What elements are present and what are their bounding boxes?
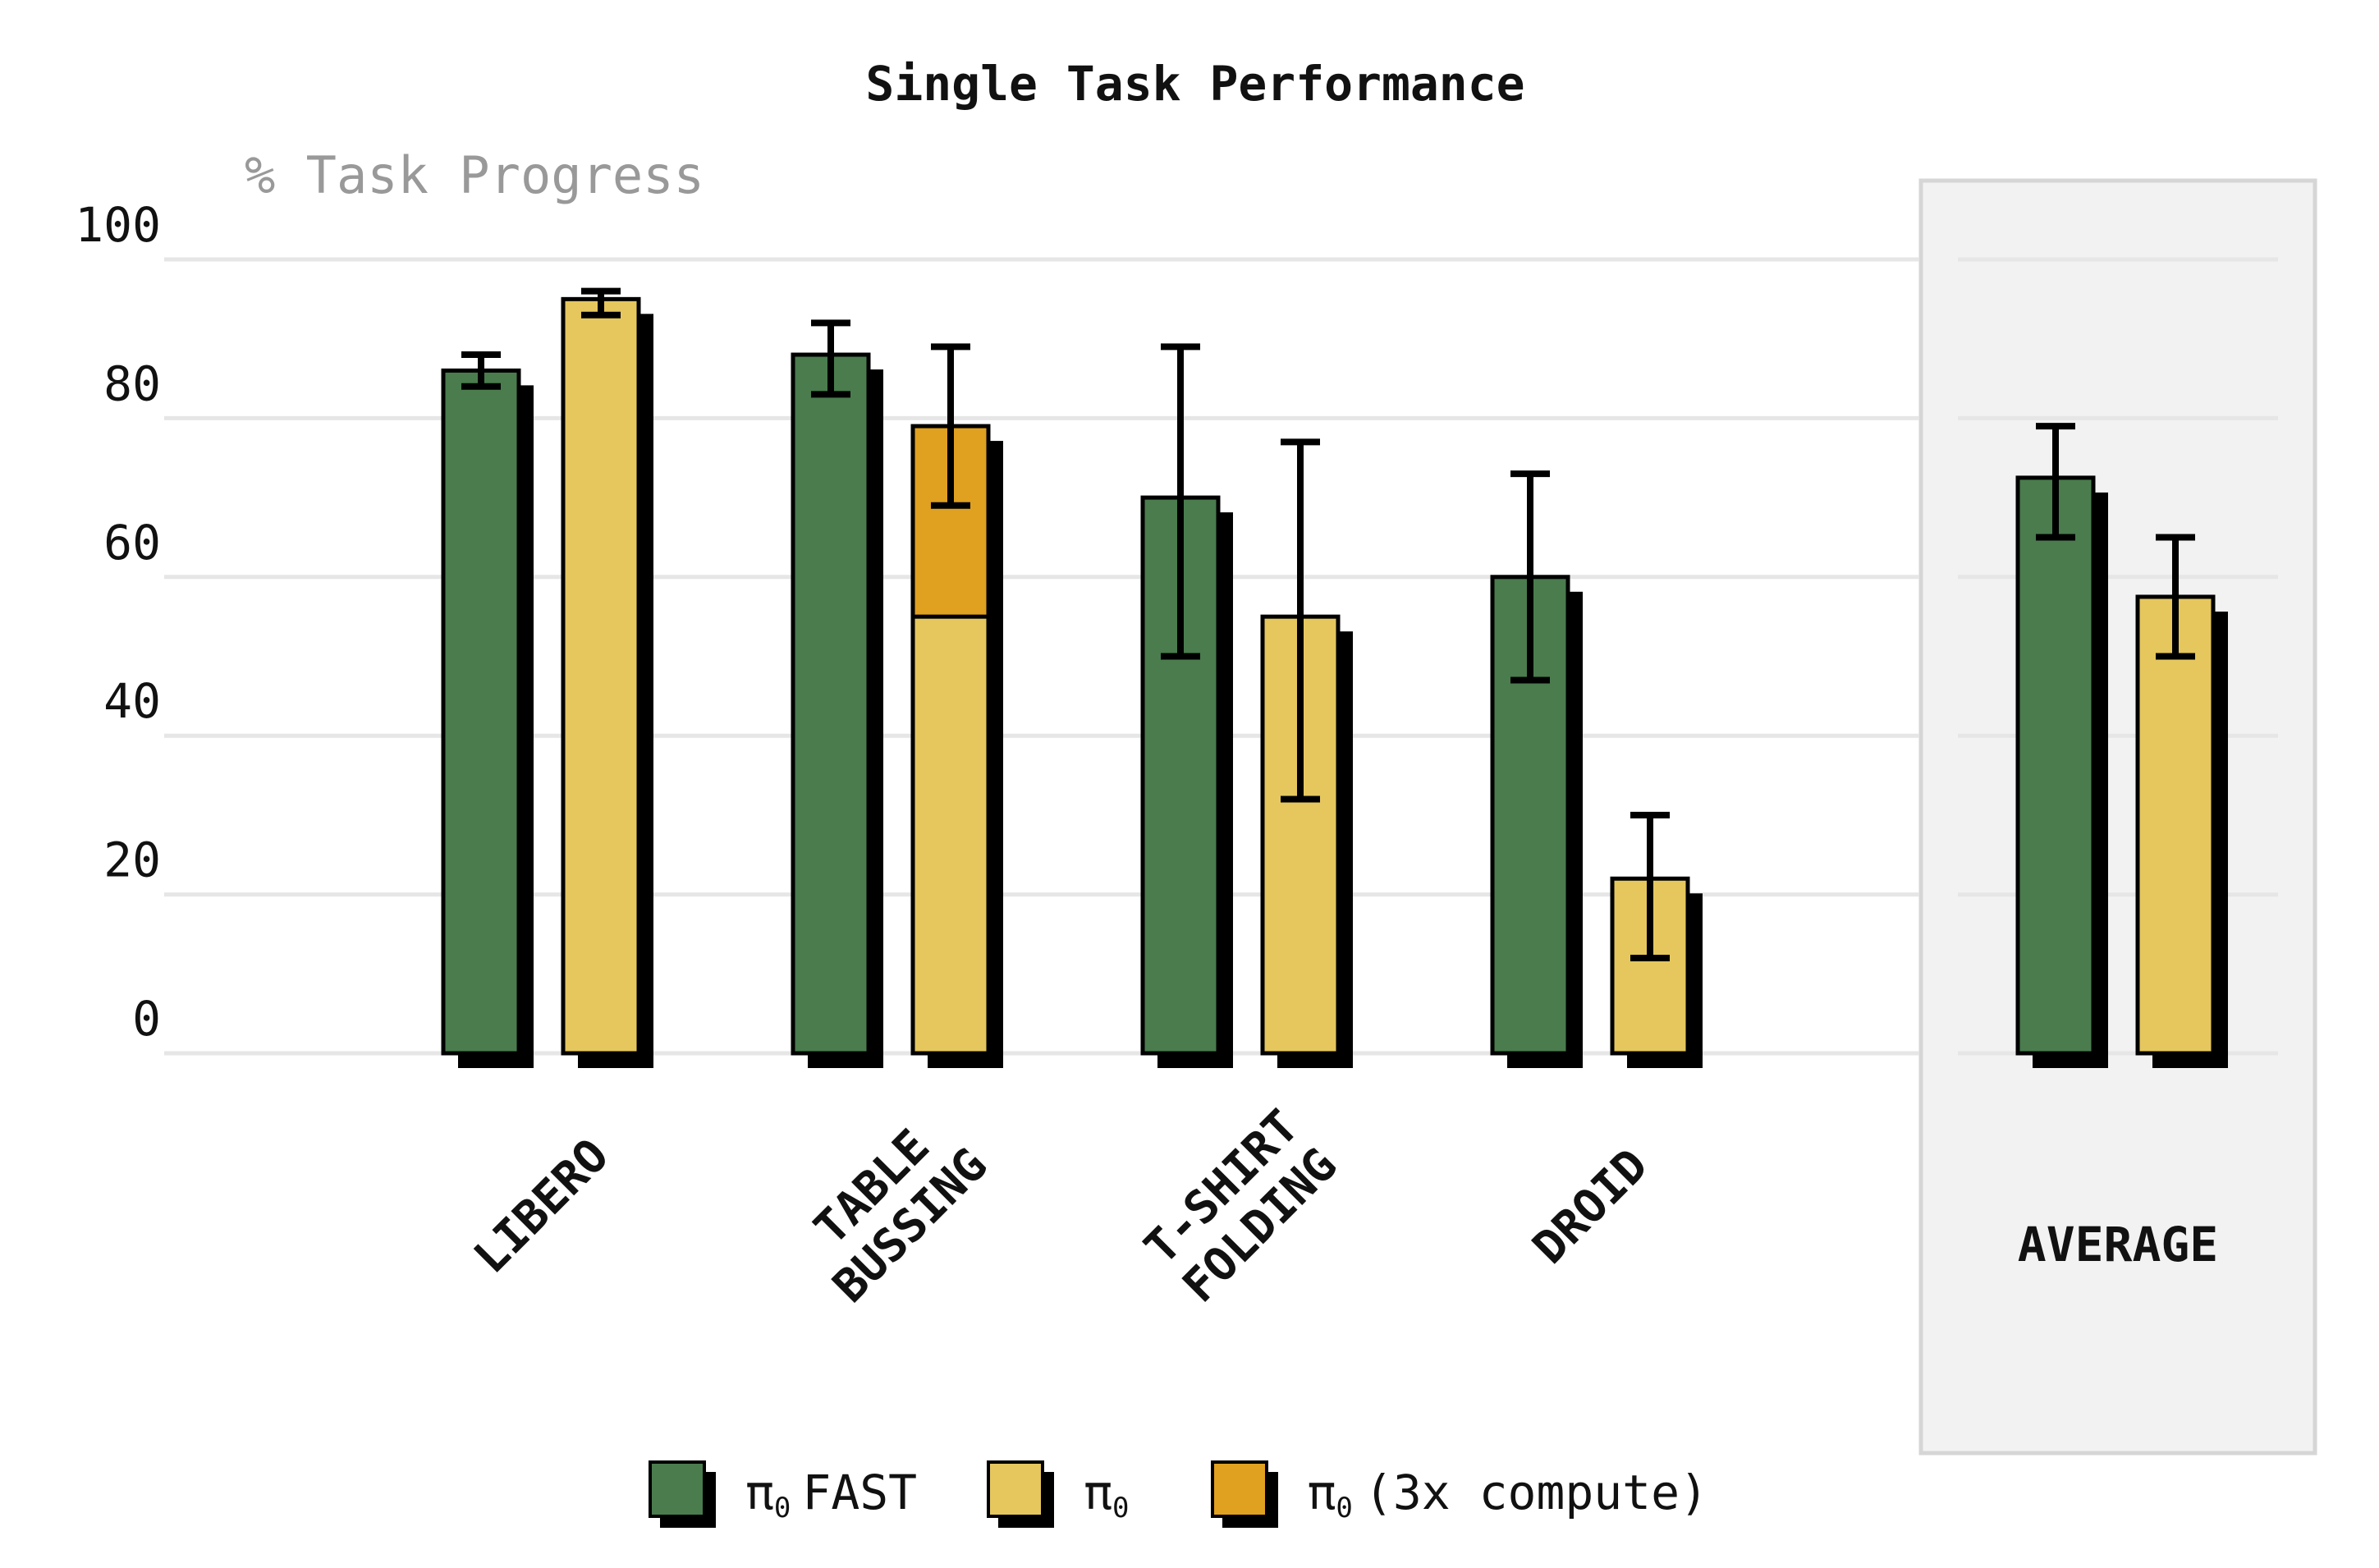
bar-average-pi0 [2135, 594, 2216, 1056]
x-category-label: LIBERO [464, 1129, 619, 1284]
error-bar-pi0-fast [461, 351, 501, 390]
y-tick-label: 40 [103, 673, 161, 729]
legend-item: π0 [987, 1460, 1140, 1528]
y-axis-label: % Task Progress [245, 145, 704, 205]
x-category-label: DROID [1523, 1139, 1658, 1274]
legend-swatch [649, 1460, 716, 1528]
error-bar-average-pi0 [2156, 534, 2195, 660]
error-bar-pi0 [1630, 811, 1670, 961]
x-category-label: TABLEBUSSING [785, 1100, 998, 1314]
error-bar-pi0-3x-compute [931, 343, 970, 509]
chart-title: Single Task Performance [865, 56, 1524, 112]
legend-item: π0 (3x compute) [1210, 1460, 1708, 1528]
bar-pi0-fast [441, 368, 521, 1056]
x-category-label-average: AVERAGE [2018, 1217, 2218, 1272]
legend: π0 FAST π0 π0 (3x compute) [649, 1460, 1778, 1528]
error-bar-pi0 [1281, 438, 1320, 803]
error-bar-pi0-fast [1510, 470, 1550, 684]
x-category-label: T-SHIRTFOLDING [1134, 1100, 1348, 1314]
single-task-performance-chart: Single Task Performance % Task Progress … [75, 56, 2317, 1456]
error-bar-pi0-fast [811, 319, 850, 398]
average-panel [1918, 178, 2317, 1456]
bar-pi0 [910, 614, 991, 1056]
error-bar-pi0 [581, 287, 621, 319]
legend-swatch [987, 1460, 1055, 1528]
legend-label: π0 [1084, 1464, 1130, 1524]
y-tick-label: 80 [103, 355, 161, 411]
bar-pi0-fast [791, 352, 871, 1056]
error-bar-pi0-fast [1161, 343, 1200, 660]
y-tick-label: 20 [103, 832, 161, 888]
error-bar-average-pi0-fast [2036, 423, 2075, 541]
legend-label: π0 FAST [745, 1464, 918, 1524]
legend-item: π0 FAST [649, 1460, 917, 1528]
y-tick-label: 0 [132, 991, 161, 1047]
y-tick-label: 60 [103, 515, 161, 571]
legend-label: π0 (3x compute) [1307, 1464, 1708, 1524]
y-tick-label: 100 [75, 197, 161, 253]
legend-swatch [1210, 1460, 1278, 1528]
bar-average-pi0-fast [2015, 475, 2096, 1056]
bar-pi0 [561, 296, 641, 1056]
